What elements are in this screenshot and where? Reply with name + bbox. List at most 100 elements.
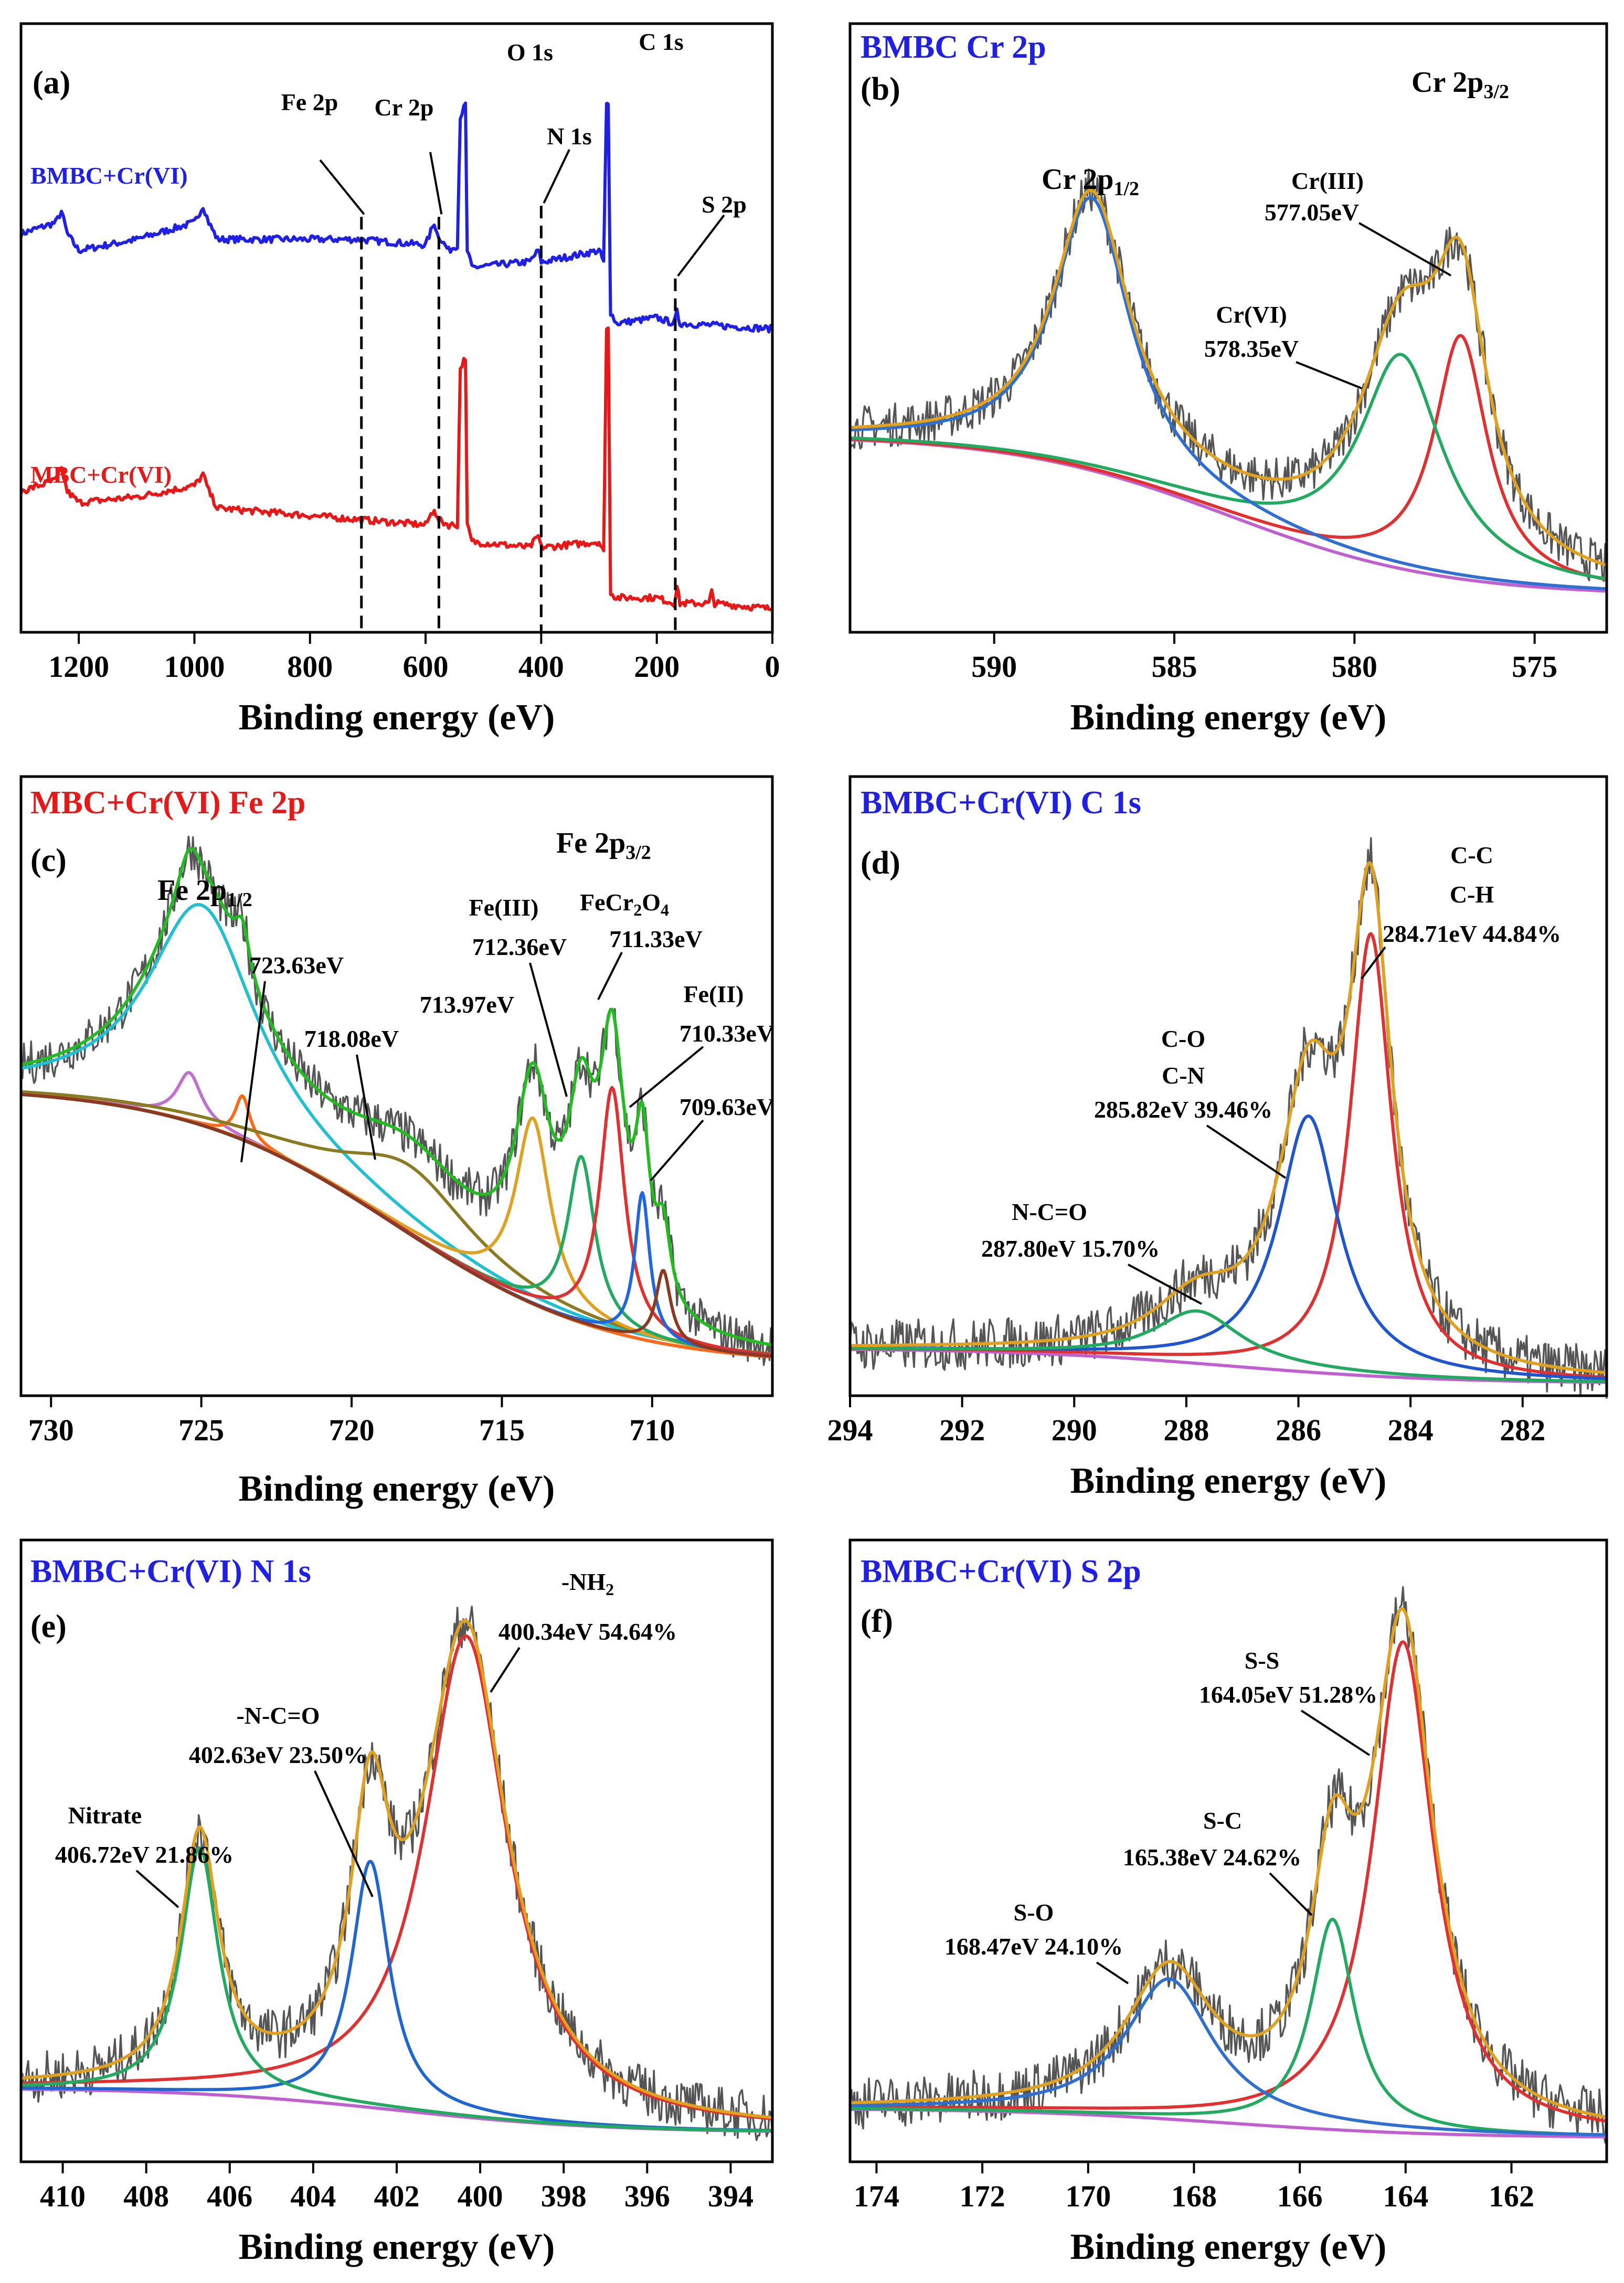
panel-e-xtick-label: 394 (708, 2179, 753, 2213)
panel-c-ann-fecr2o4-name: FeCr2O4 (580, 889, 669, 919)
panel-a-marker-arrow-0 (319, 159, 365, 215)
panel-a-marker-label-3: N 1s (547, 123, 592, 150)
panel-d-ann-nco: N-C=O (1012, 1198, 1087, 1225)
panel-f-s-2p: BMBC+Cr(VI) S 2p (f) S-S 164.05eV 51.28%… (848, 1538, 1608, 2267)
panel-f-arrow-165 (1269, 1872, 1313, 1916)
panel-a-xtick-label: 1000 (164, 650, 225, 684)
panel-c-ann-70963: 709.63eV (680, 1093, 774, 1120)
panel-d-background (850, 1347, 1607, 1384)
panel-d-component-2 (850, 1309, 1607, 1383)
panel-e-envelope (20, 1619, 773, 2119)
panel-d-c-1s: BMBC+Cr(VI) C 1s (d) C-C C-H 284.71eV 44… (827, 775, 1608, 1501)
panel-c-ann-feii-name: Fe(II) (684, 981, 744, 1007)
panel-f-ann-165-energy: 165.38eV 24.62% (1123, 1844, 1301, 1871)
panel-f-component-1 (850, 1917, 1607, 2137)
panel-f-xtick-label: 170 (1065, 2179, 1111, 2213)
panel-e-n-1s: BMBC+Cr(VI) N 1s (e) -NH2 400.34eV 54.64… (19, 1538, 774, 2267)
panel-f-xtick-label: 166 (1277, 2179, 1323, 2213)
panel-d-xlabel: Binding energy (eV) (1070, 1461, 1387, 1501)
panel-f-title: BMBC+Cr(VI) S 2p (861, 1554, 1141, 1589)
panel-f-xlabel: Binding energy (eV) (1070, 2227, 1387, 2267)
panel-b-label: (b) (861, 71, 900, 107)
panel-d-title: BMBC+Cr(VI) C 1s (861, 785, 1141, 821)
panel-d-ann-287-energy: 287.80eV 15.70% (981, 1235, 1160, 1262)
panel-a-marker-label-1: Cr 2p (375, 94, 434, 121)
panel-c-xtick-label: 730 (28, 1413, 74, 1447)
panel-b-xtick-label: 585 (1152, 650, 1197, 684)
panel-a-xtick-label: 600 (403, 650, 449, 684)
panel-e-ann-402-energy: 402.63eV 23.50% (189, 1742, 367, 1768)
panel-f-frame (848, 1538, 1608, 2163)
panel-b-title: BMBC Cr 2p (861, 29, 1046, 65)
panel-a-series-0 (19, 101, 774, 334)
panel-c-xlabel: Binding energy (eV) (239, 1469, 555, 1509)
panel-f-arrow-164 (1300, 1709, 1371, 1756)
panel-e-component-2 (20, 1846, 773, 2133)
panel-e-raw-data (20, 1606, 773, 2141)
panel-c-xtick-label: 710 (629, 1413, 675, 1447)
panel-d-xtick-label: 284 (1388, 1413, 1434, 1447)
panel-d-arrow-284 (1361, 946, 1386, 980)
panel-e-xtick-label: 406 (207, 2179, 252, 2213)
panel-d-ann-co: C-O (1161, 1025, 1205, 1052)
panel-d-label: (d) (861, 845, 900, 881)
panel-e-ann-nco: -N-C=O (236, 1702, 320, 1729)
panel-c-arrow-feiii (529, 962, 568, 1097)
panel-b-cr-2p: BMBC Cr 2p (b) Cr 2p1/2 Cr 2p3/2 Cr(III)… (848, 22, 1608, 738)
panel-f-xtick-label: 162 (1489, 2179, 1534, 2213)
panel-a-label: (a) (33, 65, 70, 101)
panel-e-xtick-label: 408 (123, 2179, 169, 2213)
panel-e-ann-406-energy: 406.72eV 21.86% (55, 1841, 233, 1868)
panel-a-survey-spectrum: (a) BMBC+Cr(VI) MBC+Cr(VI) Fe 2p Cr 2p O 1… (19, 22, 780, 738)
panel-d-xtick-label: 286 (1276, 1413, 1321, 1447)
panel-a-frame (19, 22, 774, 634)
panel-c-ann-fecr2o4-energy: 711.33eV (609, 926, 703, 952)
panel-f-ann-sc: S-C (1203, 1807, 1242, 1834)
panel-a-legend-mbc: MBC+Cr(VI) (30, 461, 172, 488)
panel-e-arrow-402 (314, 1770, 374, 1897)
panel-b-raw-data (849, 168, 1607, 582)
panel-f-label: (f) (861, 1604, 893, 1639)
panel-b-frame (848, 22, 1608, 634)
panel-b-xtick-label: 575 (1512, 650, 1557, 684)
panel-d-envelope (850, 861, 1607, 1375)
panel-b-ann-criii-energy: 577.05eV (1265, 199, 1359, 226)
panel-c-arrow-70963 (650, 1119, 704, 1182)
panel-a-legend-bmbc: BMBC+Cr(VI) (30, 162, 188, 189)
panel-e-component-0 (20, 1634, 773, 2120)
panel-b-component-0 (850, 334, 1607, 581)
panel-c-xtick-label: 715 (479, 1413, 525, 1447)
panel-c-arrow-72363 (240, 981, 266, 1163)
panel-d-ann-cc: C-C (1450, 842, 1493, 868)
panel-e-ann-400-energy: 400.34eV 54.64% (498, 1618, 677, 1645)
panel-d-xtick-label: 290 (1052, 1413, 1097, 1447)
panel-c-envelope (20, 846, 773, 1347)
panel-f-xtick-label: 172 (960, 2179, 1005, 2213)
panel-c-ann-71808: 718.08eV (304, 1025, 399, 1052)
panel-e-xtick-label: 410 (40, 2179, 86, 2213)
panel-f-ann-so: S-O (1014, 1899, 1054, 1926)
panel-c-title: MBC+Cr(VI) Fe 2p (30, 785, 305, 821)
panel-d-component-0 (850, 932, 1607, 1379)
panel-e-xlabel: Binding energy (eV) (239, 2227, 555, 2267)
panel-e-ann-nitrate: Nitrate (68, 1802, 142, 1829)
panel-b-arrow-criii (1358, 222, 1451, 277)
panel-b-component-1 (850, 353, 1607, 581)
panel-a-xtick-label: 800 (287, 650, 333, 684)
panel-c-ann-feiii-name: Fe(III) (469, 894, 539, 921)
panel-c-arrow-fecr2o4 (597, 952, 623, 1000)
panel-e-arrow-406 (135, 1870, 179, 1908)
panel-e-xtick-label: 396 (624, 2179, 670, 2213)
panel-c-frame (19, 775, 774, 1397)
panel-b-xtick-label: 580 (1332, 650, 1377, 684)
panel-b-ann-criii-name: Cr(III) (1291, 167, 1364, 194)
panel-c-ann-feiii-energy: 712.36eV (472, 933, 567, 960)
panel-a-xlabel: Binding energy (eV) (239, 697, 555, 738)
panel-d-ann-285-energy: 285.82eV 39.46% (1094, 1096, 1272, 1123)
panel-f-xtick-label: 168 (1171, 2179, 1217, 2213)
panel-a-xtick-label: 1200 (48, 650, 109, 684)
panel-a-marker-label-2: O 1s (507, 39, 553, 66)
panel-d-raw-data (849, 837, 1608, 1399)
panel-b-ann-crvi-name: Cr(VI) (1216, 301, 1287, 328)
